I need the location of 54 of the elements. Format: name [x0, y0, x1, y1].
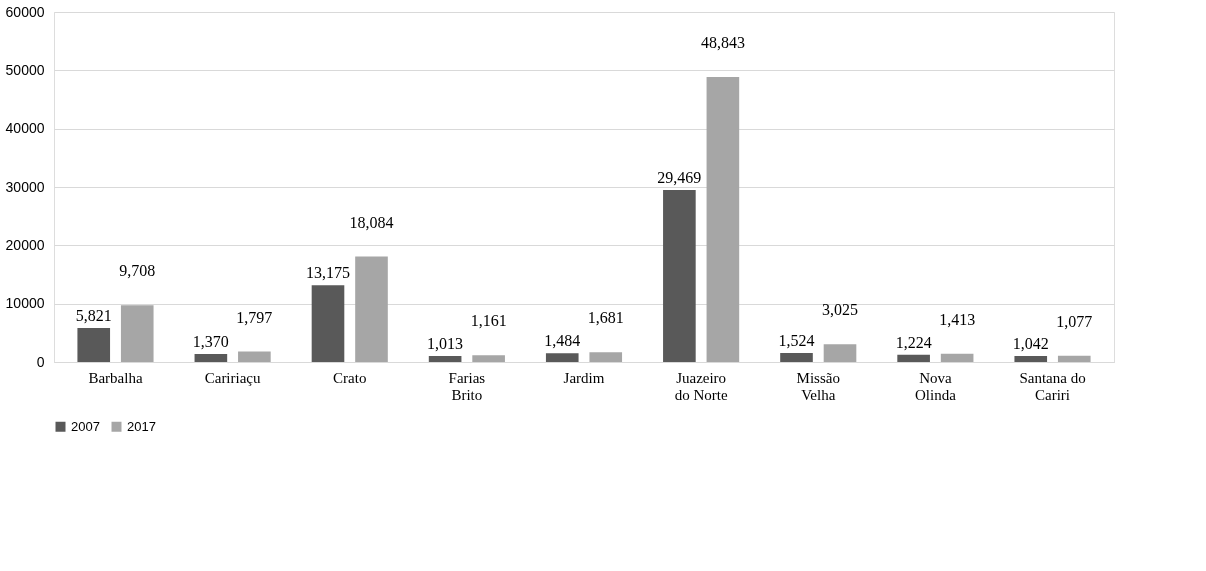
data-label: 48,843	[700, 34, 745, 52]
bar	[663, 190, 696, 362]
data-label: 18,084	[349, 213, 394, 231]
bar	[194, 354, 228, 362]
x-tick-label: Barbalha	[88, 369, 143, 386]
data-label: 3,025	[822, 301, 859, 319]
x-tick-label: Crato	[333, 369, 367, 386]
data-label: 1,797	[236, 308, 273, 326]
y-tick-label: 40000	[5, 120, 45, 137]
data-label: 13,175	[305, 264, 350, 282]
y-tick-label: 0	[36, 353, 45, 370]
bar	[780, 353, 813, 362]
bar	[355, 256, 388, 362]
bar	[120, 305, 154, 362]
bar	[238, 351, 271, 362]
bar	[1014, 355, 1048, 362]
bar	[940, 353, 974, 362]
bar	[77, 328, 111, 362]
x-tick-label: Nova Olinda	[914, 369, 957, 403]
x-tick-label: Missão Velha	[796, 369, 840, 403]
data-label: 1,413	[939, 310, 976, 328]
bar	[706, 77, 740, 362]
data-label: 9,708	[119, 262, 156, 280]
data-label: 1,077	[1056, 312, 1093, 330]
data-label: 1,524	[778, 332, 815, 350]
legend-label: 2017	[127, 418, 156, 434]
y-tick-label: 60000	[5, 3, 45, 20]
data-label: 1,370	[192, 333, 229, 351]
legend-label: 2007	[71, 418, 100, 434]
bar	[1057, 355, 1091, 362]
data-label: 5,821	[75, 307, 112, 325]
x-tick-label: Farias Brito	[448, 369, 486, 403]
data-label: 1,484	[544, 332, 581, 350]
x-tick-label: Santana do Cariri	[1019, 369, 1086, 403]
x-tick-label: Caririaçu	[204, 369, 262, 386]
data-label: 1,013	[427, 335, 464, 353]
y-tick-label: 20000	[5, 236, 45, 253]
data-label: 1,224	[895, 333, 932, 351]
bar	[545, 353, 579, 362]
bar	[897, 354, 930, 362]
bar	[311, 285, 345, 362]
y-tick-label: 10000	[5, 295, 45, 312]
bar	[823, 344, 857, 362]
y-tick-label: 30000	[5, 178, 45, 195]
bar	[472, 355, 505, 362]
data-label: 1,042	[1012, 334, 1049, 352]
x-tick-label: Jardim	[563, 369, 605, 386]
data-label: 29,469	[657, 169, 702, 187]
y-tick-label: 50000	[5, 61, 45, 78]
bar	[589, 352, 623, 362]
data-label: 1,681	[587, 309, 624, 327]
x-tick-label: Juazeiro do Norte	[674, 369, 728, 403]
bar	[428, 356, 462, 362]
data-label: 1,161	[470, 312, 507, 330]
